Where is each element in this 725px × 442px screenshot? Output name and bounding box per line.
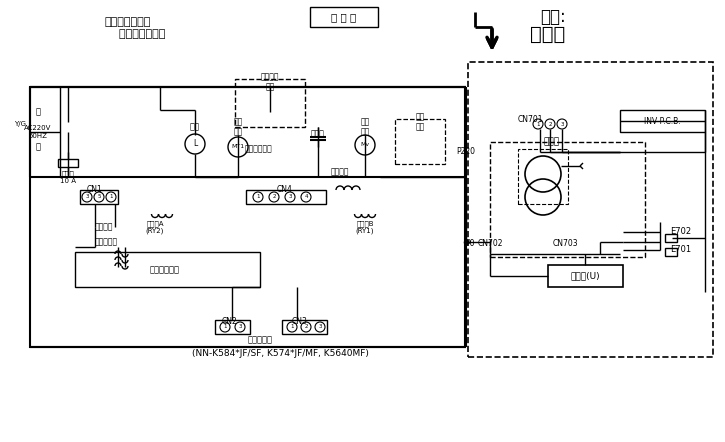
- Bar: [620, 110, 705, 132]
- Text: CN2: CN2: [222, 317, 238, 327]
- Text: 变频器(U): 变频器(U): [570, 271, 600, 281]
- Bar: [235, 79, 305, 127]
- Text: 初级碰锁
开关: 初级碰锁 开关: [261, 72, 279, 91]
- Text: 高压区: 高压区: [530, 24, 566, 43]
- Text: 1: 1: [256, 194, 260, 199]
- Text: 微波炉不工作。: 微波炉不工作。: [105, 29, 165, 39]
- Text: 注：炉门关闭。: 注：炉门关闭。: [105, 17, 152, 27]
- Text: 蒸汽感应器: 蒸汽感应器: [247, 335, 273, 344]
- Text: CN703: CN703: [552, 240, 578, 248]
- Text: 5: 5: [97, 194, 101, 199]
- Text: 注意:: 注意:: [540, 8, 566, 26]
- Text: 2: 2: [548, 122, 552, 126]
- Bar: [310, 7, 378, 27]
- Bar: [665, 234, 677, 242]
- Text: 加热器: 加热器: [311, 130, 325, 138]
- Text: 继电器B
(RY1): 继电器B (RY1): [356, 220, 374, 234]
- Text: 3: 3: [239, 324, 241, 329]
- Text: 压敏电阻: 压敏电阻: [95, 222, 114, 232]
- Text: 3: 3: [289, 194, 291, 199]
- Bar: [246, 190, 326, 204]
- Bar: [58, 159, 78, 167]
- Text: P0: P0: [465, 240, 475, 248]
- Text: 2: 2: [304, 324, 307, 329]
- Text: E702: E702: [670, 228, 691, 236]
- Text: CN702: CN702: [477, 240, 502, 248]
- Text: CN1: CN1: [87, 186, 103, 194]
- Text: 短路
开关: 短路 开关: [415, 112, 425, 132]
- Bar: [30, 87, 465, 347]
- Text: CN3: CN3: [292, 317, 308, 327]
- Text: Mv: Mv: [360, 142, 370, 148]
- Bar: [490, 142, 645, 257]
- Text: CN701: CN701: [517, 115, 543, 125]
- Bar: [548, 265, 623, 287]
- Text: INV P.C.B.: INV P.C.B.: [644, 117, 680, 126]
- Text: E701: E701: [670, 245, 691, 255]
- Text: 1: 1: [223, 324, 227, 329]
- Text: 磁控管: 磁控管: [544, 137, 560, 146]
- Text: 3: 3: [318, 324, 322, 329]
- Text: 3: 3: [560, 122, 564, 126]
- Bar: [665, 248, 677, 256]
- Text: 2: 2: [273, 194, 276, 199]
- Text: 数据程序电路: 数据程序电路: [150, 266, 180, 274]
- Text: 次级碰锁开关: 次级碰锁开关: [245, 145, 273, 153]
- Text: 1: 1: [290, 324, 294, 329]
- Text: 4: 4: [304, 194, 307, 199]
- Text: 低压变压器: 低压变压器: [95, 237, 118, 247]
- Text: 1: 1: [109, 194, 113, 199]
- Bar: [80, 190, 118, 204]
- Bar: [518, 149, 568, 204]
- Text: 保险丝
10 A: 保险丝 10 A: [60, 170, 76, 184]
- Text: 转盘
电机: 转盘 电机: [233, 117, 243, 137]
- Bar: [75, 252, 260, 287]
- Text: Y/G: Y/G: [14, 121, 26, 127]
- Bar: [395, 119, 445, 164]
- Text: 继电器A
(RY2): 继电器A (RY2): [146, 220, 164, 234]
- Text: MT1: MT1: [231, 145, 244, 149]
- Text: 棕: 棕: [36, 142, 41, 152]
- Text: L: L: [193, 140, 197, 149]
- Bar: [282, 320, 327, 334]
- Text: CN4: CN4: [277, 186, 293, 194]
- Text: (NN-K584*JF/SF, K574*JF/MF, K5640MF): (NN-K584*JF/SF, K574*JF/MF, K5640MF): [191, 350, 368, 358]
- Text: 风扇
电机: 风扇 电机: [360, 117, 370, 137]
- Text: 炉灯: 炉灯: [190, 122, 200, 132]
- Text: 3: 3: [86, 194, 88, 199]
- Text: AC220V
50HZ: AC220V 50HZ: [25, 126, 51, 138]
- Text: 蓝: 蓝: [36, 107, 41, 117]
- Text: P220: P220: [457, 148, 476, 156]
- Text: 新 高 压: 新 高 压: [331, 12, 357, 22]
- Text: 1: 1: [536, 122, 539, 126]
- Bar: [468, 62, 713, 357]
- Bar: [215, 320, 250, 334]
- Text: 热敏电阻: 热敏电阻: [331, 168, 349, 176]
